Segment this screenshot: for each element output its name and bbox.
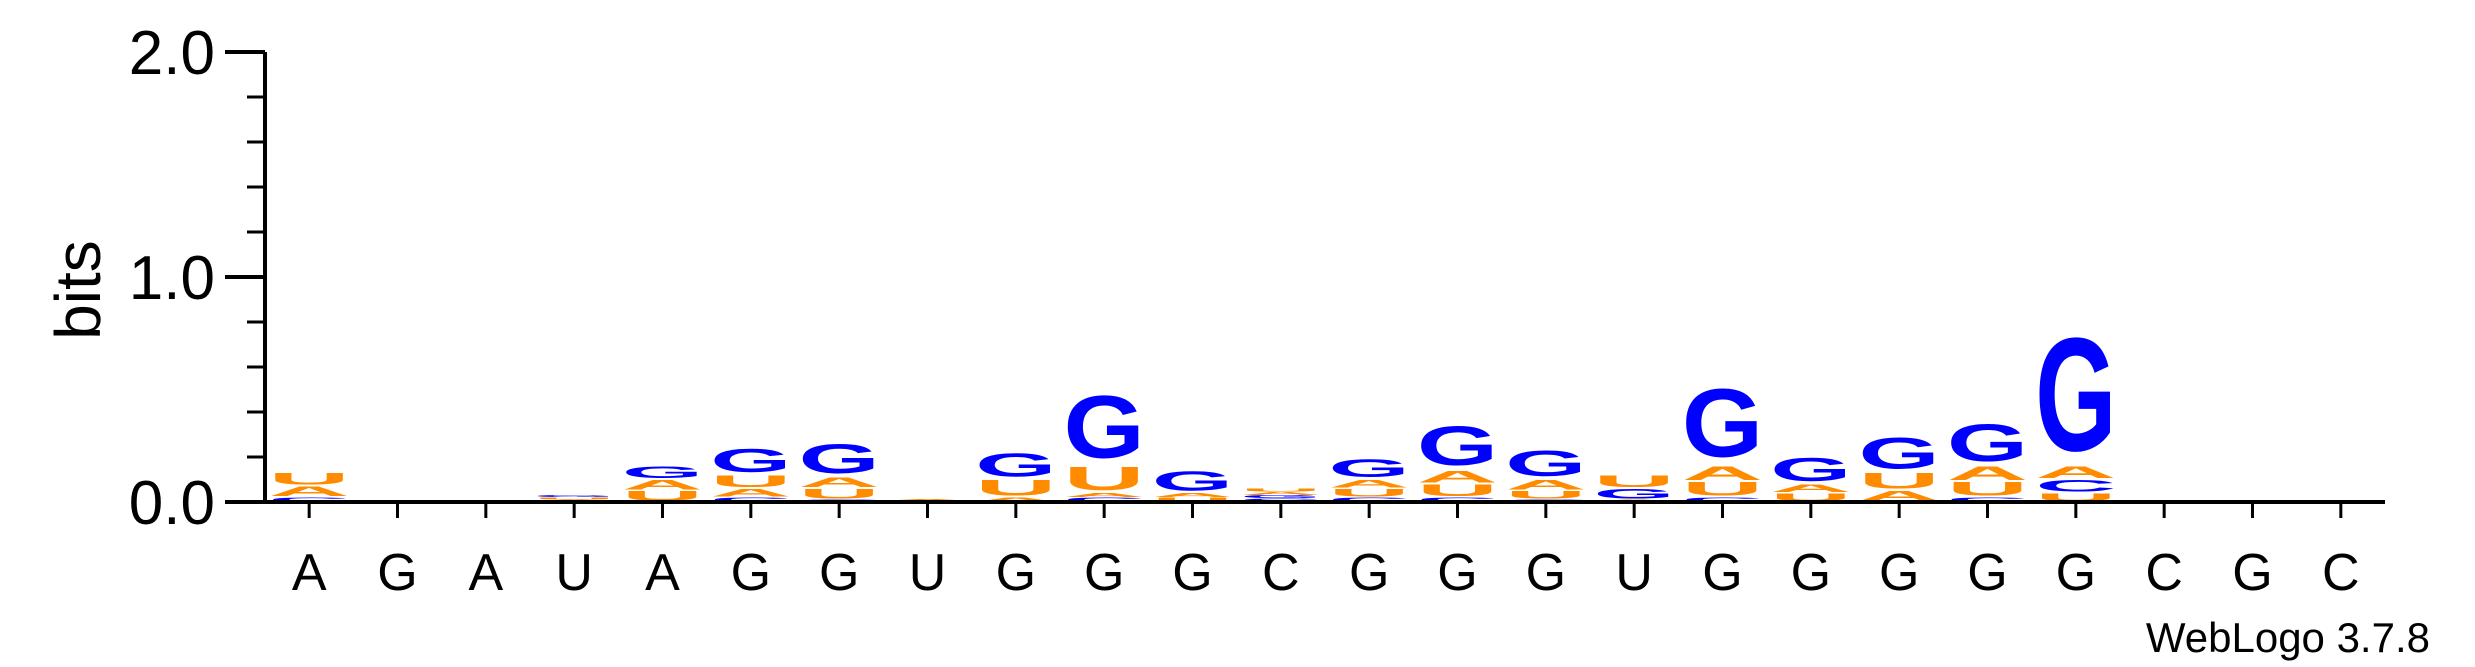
logo-letter-U: U	[1064, 460, 1145, 498]
y-tick-label: 2.0	[129, 19, 215, 88]
logo-letter-A: A	[710, 486, 791, 498]
logo-letter-C: C	[2035, 476, 2116, 495]
y-axis: 0.0 1.0 2.0	[129, 19, 267, 538]
logo-letter-C: C	[1947, 496, 2028, 502]
logo-letter-U: U	[1594, 472, 1675, 491]
x-tick-label: G	[731, 544, 771, 602]
logo-letter-G: G	[1947, 413, 2028, 473]
logo-letter-U: U	[1947, 478, 2028, 500]
x-tick-label: G	[996, 544, 1036, 602]
logo-letter-C: C	[1064, 496, 1145, 502]
x-tick-label: C	[1262, 544, 1300, 602]
x-tick-label: G	[1349, 544, 1389, 602]
y-tick-label: 1.0	[129, 244, 215, 313]
x-tick-label: G	[819, 544, 859, 602]
x-tick-label: G	[1526, 544, 1566, 602]
logo-letter-A: A	[2035, 463, 2116, 482]
logo-letter-U: U	[1859, 469, 1940, 494]
y-axis-label: bits	[42, 240, 114, 340]
x-tick-label: U	[1615, 544, 1653, 602]
logo-letter-G: G	[1417, 414, 1498, 477]
logo-letter-A: A	[269, 483, 350, 499]
x-tick-label: A	[468, 544, 503, 602]
x-tick-label: A	[292, 544, 327, 602]
logo-letter-C: C	[1417, 496, 1498, 502]
logo-letter-A: A	[1859, 488, 1940, 504]
logo-letter-G: G	[2035, 304, 2116, 485]
logo-letter-G: G	[1064, 376, 1145, 476]
x-tick-label: G	[2232, 544, 2272, 602]
logo-letter-U: U	[1417, 481, 1498, 500]
logo-letter-A: A	[1240, 491, 1321, 496]
logo-letter-C: C	[710, 496, 791, 502]
x-tick-label: A	[645, 544, 680, 602]
logo-letter-G: G	[1859, 428, 1940, 478]
logo-letter-U: U	[269, 470, 350, 489]
logo-letter-A: A	[799, 474, 880, 490]
x-tick-label: G	[1791, 544, 1831, 602]
logo-letter-A: A	[975, 496, 1056, 502]
logo-letter-A: A	[1947, 462, 2028, 484]
logo-letter-G: G	[1770, 451, 1851, 488]
letter-stacks: CAUAUGUAGCAUGCUAGUAAUGCAUGUAGCGAUCUAGCUA…	[269, 304, 2117, 503]
logo-letter-A: A	[1064, 492, 1145, 498]
x-tick-label: U	[555, 544, 593, 602]
x-tick-label: G	[1437, 544, 1477, 602]
logo-letter-G: G	[1240, 494, 1321, 499]
logo-letter-U: U	[975, 476, 1056, 501]
logo-letter-U: U	[1505, 489, 1586, 501]
y-tick-label: 0.0	[129, 469, 215, 538]
logo-letter-A: A	[1770, 482, 1851, 494]
x-tick-label: C	[2322, 544, 2360, 602]
x-tick-label: G	[1879, 544, 1919, 602]
x-tick-label: U	[909, 544, 947, 602]
x-tick-label: G	[2056, 544, 2096, 602]
logo-letter-U: U	[1240, 488, 1321, 493]
logo-letter-A: A	[1417, 467, 1498, 486]
logo-letter-U: U	[799, 486, 880, 502]
x-tick-label: G	[1084, 544, 1124, 602]
x-tick-label: G	[1702, 544, 1742, 602]
x-tick-label: G	[377, 544, 417, 602]
weblogo-version-label: WebLogo 3.7.8	[2146, 614, 2430, 661]
logo-letter-C: C	[269, 496, 350, 502]
logo-letter-A: A	[1329, 477, 1410, 489]
logo-letter-A: A	[1152, 492, 1233, 498]
logo-letter-U: U	[710, 472, 791, 491]
logo-letter-A: A	[1505, 477, 1586, 493]
logo-letter-U: U	[1329, 486, 1410, 498]
logo-letter-G: G	[1152, 465, 1233, 496]
logo-letter-G: G	[799, 435, 880, 482]
logo-letter-G: G	[1594, 486, 1675, 502]
logo-letter-G: G	[1329, 455, 1410, 483]
logo-letter-G: G	[1682, 369, 1763, 478]
logo-letter-U: U	[622, 488, 703, 504]
logo-letter-U: U	[1682, 478, 1763, 500]
x-tick-label: G	[1172, 544, 1212, 602]
logo-letter-G: G	[710, 442, 791, 479]
logo-letter-G: G	[622, 463, 703, 482]
x-tick-label: C	[2145, 544, 2183, 602]
logo-letter-G: G	[975, 446, 1056, 483]
logo-letter-G: G	[534, 495, 615, 498]
logo-letter-A: A	[1682, 462, 1763, 484]
logo-letter-G: G	[1505, 443, 1586, 484]
logo-letter-C: C	[1682, 496, 1763, 502]
logo-letter-U: U	[1152, 496, 1233, 502]
logo-letter-C: C	[1329, 496, 1410, 502]
logo-letter-U: U	[534, 497, 615, 500]
logo-letter-A: A	[622, 477, 703, 493]
x-tick-label: G	[1967, 544, 2007, 602]
